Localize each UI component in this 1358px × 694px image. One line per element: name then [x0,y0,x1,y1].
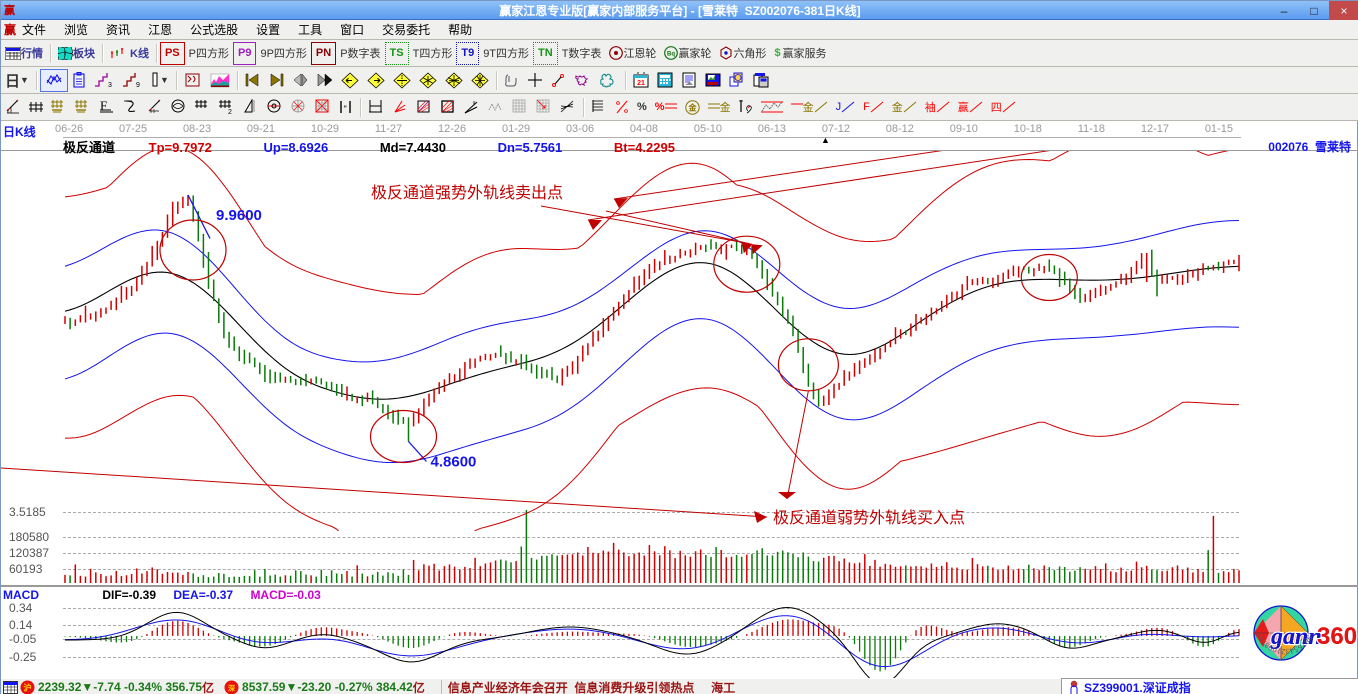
svg-text:3: 3 [108,82,112,88]
svg-text:": " [343,104,347,114]
svg-text:极反通道弱势外轨线买入点: 极反通道弱势外轨线买入点 [773,509,965,527]
svg-text:极反通道强势外轨线卖出点: 极反通道强势外轨线卖出点 [371,184,563,202]
svg-text:9: 9 [136,82,140,88]
svg-text:F: F [100,99,107,113]
svg-text:21: 21 [637,80,645,87]
svg-text:4.8600: 4.8600 [431,454,477,471]
svg-text:沪: 沪 [24,682,32,692]
svg-text:9.9600: 9.9600 [216,207,262,224]
svg-text:Bq: Bq [667,52,675,58]
svg-text:深: 深 [228,683,235,692]
svg-text:金: 金 [687,102,697,112]
svg-text:2: 2 [228,109,232,115]
